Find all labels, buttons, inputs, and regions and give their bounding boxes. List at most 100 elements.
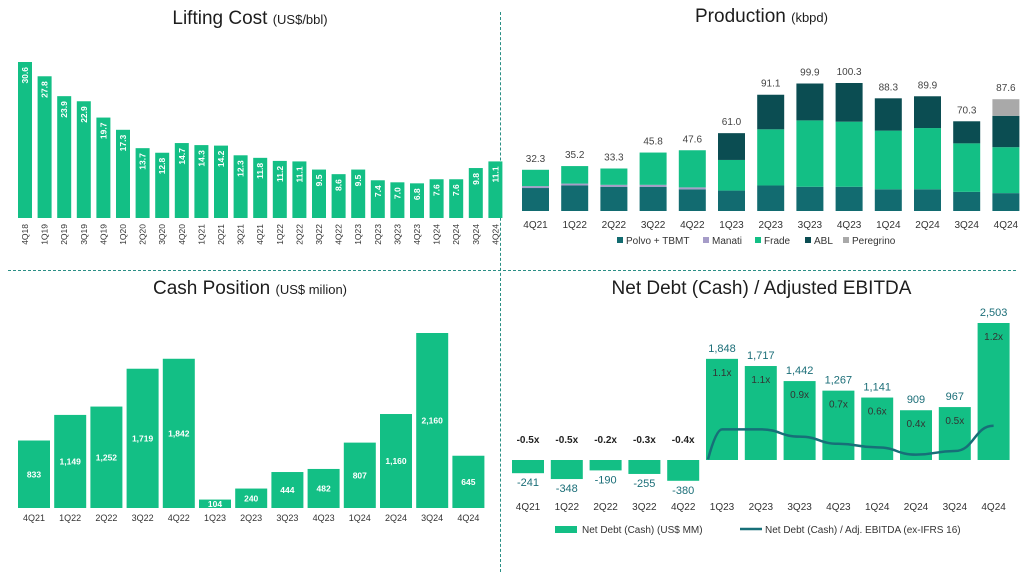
lifting-bar bbox=[468, 168, 483, 218]
production-total-label: 45.8 bbox=[643, 137, 663, 148]
production-tick-label: 4Q22 bbox=[680, 220, 705, 231]
net-debt-tick-label: 3Q23 bbox=[787, 502, 812, 513]
lifting-value-label: 6.8 bbox=[412, 188, 422, 200]
production-segment bbox=[757, 94, 785, 130]
lifting-bar bbox=[57, 96, 72, 218]
net-debt-value-label: -380 bbox=[672, 485, 694, 497]
cash-position-chart: 833 4Q21 1,149 1Q22 1,252 2Q22 1,719 3Q22 1,842 4… bbox=[18, 333, 485, 523]
net-debt-tick-label: 4Q23 bbox=[826, 502, 851, 513]
production-segment bbox=[874, 189, 902, 211]
legend-label: Net Debt (Cash) (US$ MM) bbox=[582, 525, 703, 536]
lifting-bar bbox=[194, 145, 209, 218]
net-debt-bar bbox=[900, 410, 932, 460]
lifting-value-label: 9.5 bbox=[314, 174, 324, 186]
ratio-label: -0.4x bbox=[672, 435, 695, 446]
cash-tick-label: 2Q22 bbox=[95, 513, 117, 523]
ratio-label: -0.5x bbox=[555, 435, 578, 446]
net-debt-value-label: -241 bbox=[517, 477, 539, 489]
cash-tick-label: 3Q23 bbox=[276, 513, 298, 523]
production-tick-label: 1Q23 bbox=[719, 220, 744, 231]
net-debt-bar bbox=[512, 460, 544, 474]
production-segment bbox=[796, 83, 824, 121]
cash-bar bbox=[199, 499, 231, 508]
net-debt-panel: Net Debt (Cash) / Adjusted EBITDA -241 -0… bbox=[500, 270, 1023, 574]
cash-position-panel: Cash Position (US$ milion) 833 4Q21 1,149 1… bbox=[0, 270, 500, 574]
ratio-label: -0.2x bbox=[594, 435, 617, 446]
net-debt-bar bbox=[744, 366, 777, 460]
cash-tick-label: 4Q24 bbox=[457, 513, 479, 523]
production-title: Production (kbpd) bbox=[500, 6, 1023, 28]
cash-value-label: 1,252 bbox=[96, 452, 118, 462]
ratio-label: 0.7x bbox=[829, 400, 848, 411]
lifting-bar bbox=[214, 145, 228, 218]
lifting-tick-label: 2Q20 bbox=[138, 224, 148, 245]
ratio-label: 1.1x bbox=[713, 368, 732, 379]
lifting-bar bbox=[174, 143, 189, 218]
net-debt-value-label: 909 bbox=[907, 394, 925, 406]
net-debt-bar bbox=[628, 460, 661, 474]
lifting-tick-label: 1Q24 bbox=[432, 224, 442, 245]
chart-title-text: Net Debt (Cash) / Adjusted EBITDA bbox=[611, 278, 912, 299]
lifting-value-label: 7.0 bbox=[392, 187, 402, 199]
chart-unit-text: (US$/bbl) bbox=[272, 12, 328, 27]
legend-label: ABL bbox=[814, 236, 833, 247]
cash-tick-label: 4Q21 bbox=[23, 513, 45, 523]
legend-swatch bbox=[703, 237, 709, 243]
lifting-bar bbox=[233, 155, 248, 218]
production-segment bbox=[953, 191, 981, 211]
production-total-label: 35.2 bbox=[565, 150, 585, 161]
net-debt-tick-label: 1Q23 bbox=[710, 502, 735, 513]
cash-bar bbox=[452, 455, 485, 508]
cash-tick-label: 4Q23 bbox=[313, 513, 335, 523]
production-segment bbox=[600, 168, 628, 185]
net-debt-tick-label: 2Q23 bbox=[749, 502, 774, 513]
lifting-bar bbox=[272, 160, 287, 218]
lifting-tick-label: 2Q22 bbox=[294, 224, 304, 245]
lifting-value-label: 13.7 bbox=[138, 153, 148, 170]
cash-value-label: 833 bbox=[27, 469, 41, 479]
ratio-label: -0.3x bbox=[633, 435, 656, 446]
cash-tick-label: 1Q24 bbox=[349, 513, 371, 523]
lifting-cost-panel: Lifting Cost (US$/bbl) 30.6 4Q18 27.8 1Q19 2… bbox=[0, 0, 503, 270]
cash-value-label: 240 bbox=[244, 493, 258, 503]
lifting-bar bbox=[116, 129, 130, 218]
lifting-value-label: 9.8 bbox=[471, 173, 481, 185]
lifting-bar bbox=[292, 161, 307, 218]
cash-tick-label: 3Q22 bbox=[132, 513, 154, 523]
cash-value-label: 807 bbox=[353, 470, 367, 480]
legend-swatch bbox=[617, 237, 623, 243]
production-segment bbox=[757, 129, 785, 186]
cash-value-label: 2,160 bbox=[422, 416, 444, 426]
net-debt-tick-label: 2Q24 bbox=[904, 502, 929, 513]
ratio-label: 0.9x bbox=[790, 390, 809, 401]
lifting-value-label: 14.2 bbox=[216, 150, 226, 167]
lifting-bar bbox=[488, 161, 503, 218]
cash-bar bbox=[307, 468, 340, 508]
production-tick-label: 2Q22 bbox=[602, 220, 627, 231]
net-debt-tick-label: 4Q24 bbox=[981, 502, 1006, 513]
production-segment bbox=[522, 188, 549, 211]
net-debt-tick-label: 3Q22 bbox=[632, 502, 657, 513]
production-segment bbox=[835, 121, 863, 187]
cash-value-label: 1,842 bbox=[168, 428, 190, 438]
production-total-label: 32.3 bbox=[526, 154, 546, 165]
net-debt-tick-label: 3Q24 bbox=[943, 502, 968, 513]
production-segment bbox=[796, 120, 824, 187]
cash-tick-label: 1Q23 bbox=[204, 513, 226, 523]
lifting-tick-label: 1Q21 bbox=[196, 224, 206, 245]
cash-tick-label: 2Q24 bbox=[385, 513, 407, 523]
net-debt-value-label: 1,141 bbox=[863, 382, 891, 394]
cash-bar bbox=[90, 406, 123, 508]
production-segment bbox=[718, 190, 745, 211]
net-debt-tick-label: 2Q22 bbox=[593, 502, 618, 513]
production-segment bbox=[914, 189, 941, 211]
net-debt-value-label: 1,717 bbox=[747, 350, 775, 362]
production-total-label: 91.1 bbox=[761, 79, 781, 90]
net-debt-value-label: -348 bbox=[556, 483, 578, 495]
lifting-value-label: 12.8 bbox=[157, 157, 167, 174]
production-chart: 32.3 4Q21 35.2 1Q22 33.3 2Q22 45.8 3Q22 47.6 4Q22… bbox=[522, 67, 1020, 247]
lifting-tick-label: 3Q22 bbox=[314, 224, 324, 245]
lifting-bar bbox=[351, 169, 366, 218]
cash-tick-label: 3Q24 bbox=[421, 513, 443, 523]
legend-label: Polvo + TBMT bbox=[626, 236, 689, 247]
